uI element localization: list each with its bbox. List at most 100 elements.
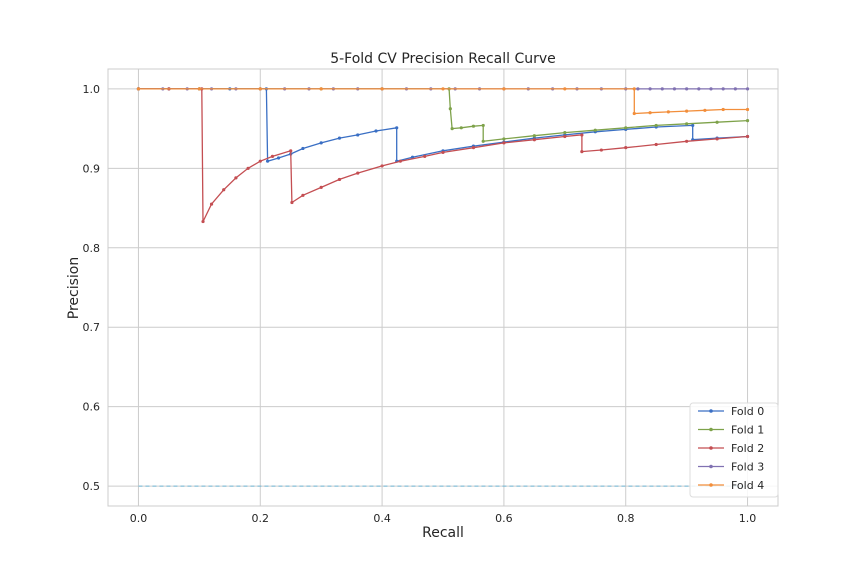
data-point xyxy=(337,136,342,140)
x-tick-label: 0.0 xyxy=(130,512,148,525)
y-tick-labels: 0.5 0.6 0.7 0.8 0.9 1.0 xyxy=(83,83,101,493)
x-tick-label: 0.8 xyxy=(617,512,635,525)
data-point xyxy=(222,188,226,192)
data-point xyxy=(648,87,652,91)
data-point xyxy=(632,87,636,91)
data-point xyxy=(624,126,628,130)
data-point xyxy=(450,126,454,131)
data-point xyxy=(502,137,506,141)
data-point xyxy=(563,134,567,139)
data-point xyxy=(563,87,567,91)
x-tick-labels: 0.0 0.2 0.4 0.6 0.8 1.0 xyxy=(130,512,757,525)
data-point xyxy=(703,108,707,112)
chart-title: 5-Fold CV Precision Recall Curve xyxy=(330,51,556,67)
data-point xyxy=(319,141,323,145)
y-tick-label: 0.6 xyxy=(83,401,101,414)
data-point xyxy=(337,177,342,182)
data-point xyxy=(721,87,725,91)
legend-box xyxy=(689,402,779,498)
y-tick-label: 0.8 xyxy=(83,242,101,255)
data-point xyxy=(459,126,463,130)
y-axis-label: Precision xyxy=(66,257,82,319)
y-tick-label: 0.9 xyxy=(83,162,101,175)
series-line xyxy=(138,88,748,163)
series-fold-4 xyxy=(136,87,750,116)
legend-marker xyxy=(709,427,713,432)
legend-label: Fold 3 xyxy=(731,461,764,474)
x-tick-label: 0.2 xyxy=(252,512,270,525)
data-point xyxy=(380,87,384,91)
x-axis-label: Recall xyxy=(422,525,464,541)
grid xyxy=(108,69,778,506)
data-point xyxy=(471,124,476,128)
data-point xyxy=(246,166,250,170)
data-point xyxy=(685,122,689,126)
data-point xyxy=(685,109,689,113)
data-point xyxy=(290,200,294,205)
data-point xyxy=(654,123,658,128)
legend: Fold 0 Fold 1 Fold 2 Fold 3 Fold 4 xyxy=(689,402,779,498)
data-point xyxy=(580,133,584,137)
data-point xyxy=(532,134,536,138)
data-point xyxy=(502,87,506,91)
data-point xyxy=(301,146,305,151)
data-point xyxy=(636,87,640,91)
data-point xyxy=(691,123,695,128)
data-point xyxy=(197,87,201,91)
data-point xyxy=(270,154,275,158)
data-point xyxy=(136,87,141,91)
x-tick-label: 0.6 xyxy=(495,512,513,525)
data-point xyxy=(660,87,664,91)
data-point xyxy=(709,87,713,91)
series-layer xyxy=(136,87,750,224)
data-point xyxy=(745,107,750,112)
data-point xyxy=(258,87,262,91)
data-point xyxy=(685,87,689,91)
data-point xyxy=(289,149,293,153)
x-tick-label: 1.0 xyxy=(739,512,757,525)
series-line xyxy=(138,88,748,222)
data-point xyxy=(441,87,445,91)
data-point xyxy=(593,128,597,132)
data-point xyxy=(265,159,270,163)
plot-frame xyxy=(107,68,779,507)
data-point xyxy=(745,87,750,91)
data-point xyxy=(423,154,427,158)
data-point xyxy=(471,146,476,150)
data-point xyxy=(654,142,658,147)
data-point xyxy=(356,133,360,137)
data-point xyxy=(209,202,214,206)
data-point xyxy=(666,110,670,114)
plot-area xyxy=(108,69,778,506)
legend-marker xyxy=(709,446,713,450)
data-point xyxy=(715,137,719,141)
data-point xyxy=(563,130,567,135)
data-point xyxy=(685,139,689,143)
data-point xyxy=(398,159,402,163)
data-point xyxy=(580,150,584,154)
data-point xyxy=(356,171,360,175)
data-point xyxy=(201,219,205,224)
data-point xyxy=(672,87,677,91)
data-point xyxy=(502,141,506,145)
series-line xyxy=(138,88,748,115)
data-point xyxy=(448,107,452,111)
data-point xyxy=(319,87,323,91)
data-point xyxy=(624,146,628,150)
data-point xyxy=(532,138,536,142)
data-point xyxy=(481,139,485,143)
data-point xyxy=(648,111,652,115)
x-tick-label: 0.4 xyxy=(373,512,391,525)
data-point xyxy=(395,126,399,130)
y-tick-label: 0.5 xyxy=(83,480,101,493)
data-point xyxy=(721,107,725,112)
data-point xyxy=(733,87,737,91)
legend-marker xyxy=(709,464,713,469)
data-point xyxy=(481,123,485,128)
data-point xyxy=(380,164,384,168)
legend-marker xyxy=(709,409,713,413)
data-point xyxy=(715,120,719,124)
data-point xyxy=(632,111,636,116)
data-point xyxy=(258,159,262,163)
